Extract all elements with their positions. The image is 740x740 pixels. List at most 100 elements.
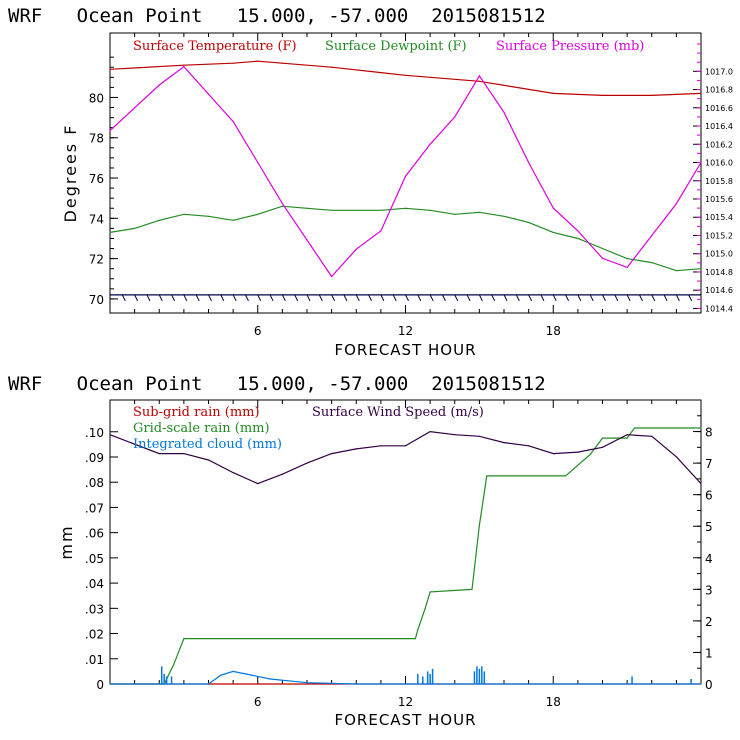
data-point xyxy=(109,294,111,296)
y-axis-label: mm xyxy=(57,524,76,559)
wind-barb xyxy=(441,294,446,302)
chart-title: WRF Ocean Point 15.000, -57.000 20150815… xyxy=(8,5,546,27)
legend-entry: Grid-scale rain (mm) xyxy=(133,421,270,436)
wind-barb xyxy=(577,294,582,302)
data-point xyxy=(601,247,604,250)
data-point xyxy=(257,161,259,164)
data-point xyxy=(220,674,222,676)
y2-tick-label: 7 xyxy=(705,457,713,471)
wind-barb xyxy=(232,294,237,302)
data-point xyxy=(404,207,407,209)
y2-tick-label: 1014.6 xyxy=(705,286,733,295)
legend-entry: Sub-grid rain (mm) xyxy=(133,405,260,420)
legend-entry: Surface Wind Speed (m/s) xyxy=(312,405,484,420)
data-point xyxy=(626,434,628,436)
x-axis-label: FORECAST HOUR xyxy=(334,711,476,729)
y-tick-label: .06 xyxy=(85,527,104,541)
wind-barb xyxy=(195,294,200,302)
data-point xyxy=(700,483,702,485)
series-line-surface-temperature-f xyxy=(109,60,702,97)
wind-barb xyxy=(257,294,262,302)
y-tick-label: .04 xyxy=(85,577,104,591)
data-point xyxy=(331,66,333,68)
y2-tick-label: 1017.0 xyxy=(705,67,733,76)
x-tick-label: 6 xyxy=(254,324,262,338)
data-point xyxy=(109,231,111,234)
data-point xyxy=(651,94,653,97)
wind-barb xyxy=(392,294,397,302)
data-point xyxy=(601,257,604,259)
x-axis-label: FORECAST HOUR xyxy=(334,341,476,359)
y2-tick-label: 1016.8 xyxy=(705,86,733,95)
wind-barb xyxy=(429,294,434,302)
data-point xyxy=(183,638,185,640)
data-point xyxy=(552,453,554,455)
data-point xyxy=(429,430,431,433)
series-line-surface-dewpoint-f xyxy=(109,205,702,272)
data-point xyxy=(651,435,653,437)
data-point xyxy=(257,213,259,215)
data-point xyxy=(306,207,308,209)
data-point xyxy=(633,427,636,429)
data-point xyxy=(158,453,160,455)
wind-barb xyxy=(466,294,471,302)
y-tick-label: .10 xyxy=(85,426,104,440)
data-point xyxy=(651,262,653,264)
data-point xyxy=(355,448,357,450)
data-point xyxy=(232,219,234,221)
data-point xyxy=(454,213,456,215)
y-tick-label: .07 xyxy=(85,501,104,515)
data-point xyxy=(380,209,382,211)
data-point xyxy=(454,434,456,436)
wind-barb xyxy=(343,294,348,302)
chart-title: WRF Ocean Point 15.000, -57.000 20150815… xyxy=(8,373,546,395)
y2-tick-label: 1016.4 xyxy=(705,122,733,131)
y2-tick-label: 1015.4 xyxy=(705,213,733,222)
data-point xyxy=(552,92,554,95)
data-point xyxy=(577,230,579,232)
y-tick-label: 74 xyxy=(89,212,104,226)
data-point xyxy=(109,68,111,70)
y2-tick-label: 2 xyxy=(705,615,713,629)
wind-barb xyxy=(220,294,225,302)
wind-barb xyxy=(294,294,299,302)
data-point xyxy=(528,161,530,164)
y2-tick-label: 8 xyxy=(705,426,713,440)
y2-tick-label: 1016.2 xyxy=(705,140,733,149)
data-point xyxy=(269,678,271,680)
data-point xyxy=(454,116,456,118)
y2-tick-label: 1016.6 xyxy=(705,104,733,113)
data-point xyxy=(158,219,160,221)
data-point xyxy=(355,209,357,211)
data-point xyxy=(429,591,431,593)
x-tick-label: 18 xyxy=(546,695,561,709)
data-point xyxy=(281,62,283,64)
wind-barb xyxy=(171,294,176,302)
wind-barb xyxy=(675,294,680,302)
data-point xyxy=(306,682,308,684)
wind-barb xyxy=(602,294,606,302)
data-point xyxy=(478,75,480,77)
data-point xyxy=(700,92,702,95)
data-point xyxy=(281,202,283,205)
y2-tick-label: 0 xyxy=(705,678,713,692)
data-point xyxy=(424,607,426,609)
wind-barb xyxy=(208,294,212,302)
data-point xyxy=(207,93,210,95)
data-point xyxy=(626,437,628,439)
data-point xyxy=(244,673,247,675)
data-point xyxy=(306,239,308,241)
data-point xyxy=(528,445,530,447)
y2-tick-label: 1016.0 xyxy=(705,159,733,168)
data-point xyxy=(134,443,136,445)
data-point xyxy=(626,266,628,268)
data-point xyxy=(478,80,480,82)
data-point xyxy=(183,66,185,68)
wind-barb xyxy=(663,294,668,302)
data-point xyxy=(173,663,175,665)
wind-barb xyxy=(183,294,188,302)
data-point xyxy=(478,524,480,526)
data-point xyxy=(207,215,210,217)
y2-tick-label: 1015.8 xyxy=(705,177,733,186)
wind-barb xyxy=(368,294,373,302)
